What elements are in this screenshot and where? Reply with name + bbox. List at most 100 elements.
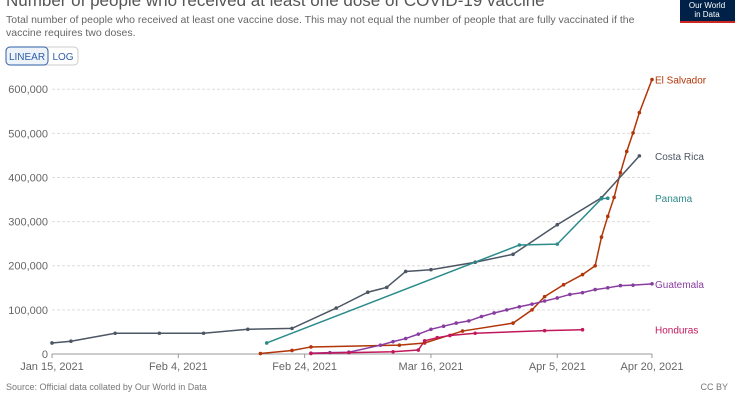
data-point — [467, 319, 471, 323]
data-point — [429, 327, 433, 332]
data-point — [631, 131, 635, 135]
data-point — [517, 243, 522, 247]
y-tick-label: 200,000 — [8, 261, 48, 273]
data-point — [290, 348, 294, 353]
data-point — [347, 350, 351, 355]
y-tick-label: 100,000 — [8, 305, 48, 317]
series-line — [310, 328, 583, 355]
logo-bar — [680, 21, 735, 23]
button-label[interactable]: LINEAR — [9, 52, 45, 63]
chart-title: Number of people who received at least o… — [6, 0, 545, 10]
legend-label: Panama — [655, 194, 693, 205]
data-point — [416, 348, 421, 352]
data-point — [309, 345, 313, 349]
button-linear[interactable] — [5, 46, 49, 66]
data-point — [441, 324, 446, 329]
data-point — [391, 339, 395, 344]
subtitle-box: Total number of people who received at l… — [6, 14, 635, 39]
data-point — [157, 331, 162, 336]
button-label[interactable]: LOG — [52, 52, 73, 63]
data-point — [568, 292, 572, 297]
x-tick-label: Apr 5, 2021 — [529, 361, 586, 373]
data-point — [580, 272, 585, 277]
data-point — [113, 331, 117, 336]
y-tick-label: 400,000 — [8, 172, 48, 184]
data-point — [530, 302, 534, 306]
data-point — [650, 282, 654, 286]
data-point — [637, 154, 642, 158]
logo-text: in Data — [694, 10, 720, 19]
data-point — [435, 335, 440, 340]
data-point — [50, 341, 54, 345]
data-point — [631, 283, 635, 287]
data-point — [624, 149, 629, 154]
x-tick-label: Mar 16, 2021 — [399, 361, 464, 373]
logo-text: Our World — [689, 1, 725, 10]
data-point — [618, 283, 623, 288]
data-point — [397, 343, 402, 347]
y-tick-label: 500,000 — [8, 128, 48, 140]
data-point — [201, 331, 206, 336]
data-point — [258, 351, 263, 356]
data-point — [403, 269, 408, 274]
legend-label: Costa Rica — [655, 152, 704, 163]
data-point — [448, 333, 452, 338]
legend-label: El Salvador — [655, 76, 707, 87]
data-point — [555, 222, 560, 227]
data-point — [460, 329, 465, 333]
legend-label: Guatemala — [655, 280, 704, 291]
data-point — [580, 290, 585, 295]
license: CC BY — [700, 382, 728, 392]
data-point — [290, 326, 294, 331]
data-point — [542, 299, 547, 303]
source: Source: Official data collated by Our Wo… — [6, 382, 207, 392]
data-point — [637, 110, 642, 115]
data-point — [422, 338, 427, 343]
data-point — [309, 351, 313, 356]
data-point — [492, 311, 496, 315]
data-point — [542, 294, 547, 299]
data-point — [378, 343, 383, 347]
data-point — [580, 327, 585, 332]
data-point — [605, 196, 610, 201]
chart-subtitle: Total number of people who received at l… — [6, 14, 635, 39]
data-point — [429, 267, 433, 272]
y-tick-label: 300,000 — [8, 217, 48, 229]
series-line — [51, 155, 640, 344]
legend-label: Honduras — [655, 326, 698, 337]
data-point — [593, 263, 597, 268]
data-point — [511, 321, 515, 325]
data-point — [511, 252, 515, 257]
data-point — [618, 170, 623, 175]
x-tick-label: Apr 20, 2021 — [621, 361, 684, 373]
data-point — [384, 285, 389, 290]
data-point — [542, 328, 547, 333]
data-point — [454, 321, 459, 325]
data-point — [504, 308, 509, 312]
data-point — [334, 306, 339, 310]
logo — [680, 0, 735, 22]
data-point — [69, 339, 73, 344]
data-point — [599, 196, 604, 201]
data-point — [365, 290, 370, 295]
data-point — [650, 77, 654, 82]
data-point — [517, 304, 522, 309]
data-point — [555, 296, 560, 300]
data-point — [245, 327, 250, 332]
data-point — [264, 341, 269, 345]
data-point — [473, 331, 477, 336]
y-tick-label: 600,000 — [8, 84, 48, 96]
data-point — [605, 286, 610, 290]
data-point — [599, 235, 604, 239]
y-tick-label: 0 — [42, 349, 48, 361]
data-point — [561, 282, 566, 287]
data-point — [403, 336, 408, 341]
data-point — [593, 287, 597, 292]
data-point — [391, 349, 395, 354]
data-point — [555, 242, 560, 246]
series-line — [260, 79, 653, 355]
data-point — [605, 214, 610, 219]
series-line — [310, 283, 653, 354]
series-line — [266, 197, 608, 344]
